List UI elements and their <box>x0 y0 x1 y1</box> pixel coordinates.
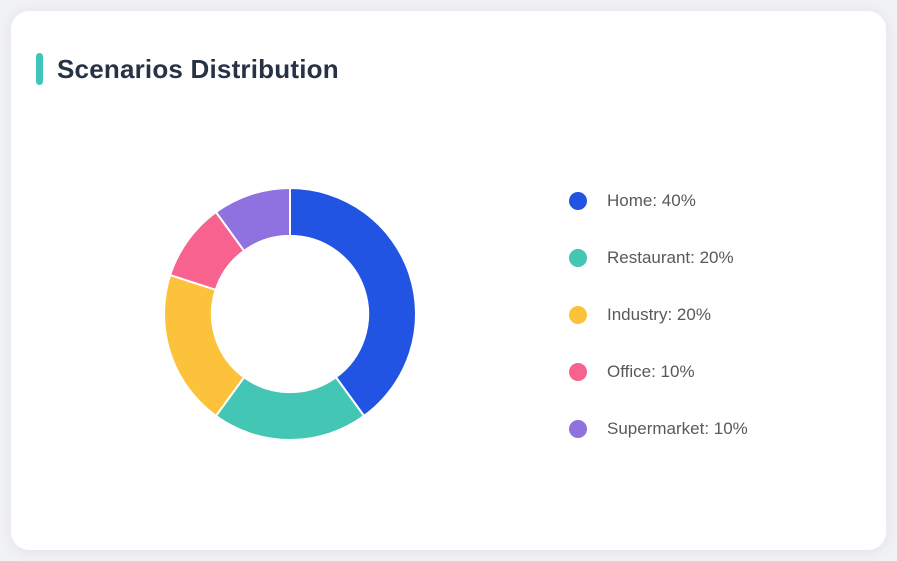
legend-item-home[interactable]: Home: 40% <box>569 190 748 212</box>
legend-dot-office <box>569 363 587 381</box>
donut-segment-industry[interactable] <box>163 274 246 417</box>
scenarios-distribution-card: Scenarios Distribution Home: 40% Restaur… <box>11 11 886 550</box>
legend-dot-industry <box>569 306 587 324</box>
chart-legend: Home: 40% Restaurant: 20% Industry: 20% … <box>569 190 748 475</box>
legend-dot-restaurant <box>569 249 587 267</box>
donut-chart <box>163 187 417 441</box>
legend-item-office[interactable]: Office: 10% <box>569 361 748 383</box>
legend-dot-supermarket <box>569 420 587 438</box>
donut-segment-home[interactable] <box>289 187 417 417</box>
legend-item-industry[interactable]: Industry: 20% <box>569 304 748 326</box>
legend-dot-home <box>569 192 587 210</box>
title-accent-bar <box>36 53 43 85</box>
card-title: Scenarios Distribution <box>57 53 339 84</box>
legend-item-restaurant[interactable]: Restaurant: 20% <box>569 247 748 269</box>
legend-label-office: Office: 10% <box>607 362 695 381</box>
legend-label-industry: Industry: 20% <box>607 305 711 324</box>
legend-item-supermarket[interactable]: Supermarket: 10% <box>569 418 748 440</box>
legend-label-restaurant: Restaurant: 20% <box>607 248 734 267</box>
legend-label-supermarket: Supermarket: 10% <box>607 419 748 438</box>
legend-label-home: Home: 40% <box>607 191 696 210</box>
card-header: Scenarios Distribution <box>36 53 339 85</box>
donut-segment-supermarket[interactable] <box>214 187 291 252</box>
